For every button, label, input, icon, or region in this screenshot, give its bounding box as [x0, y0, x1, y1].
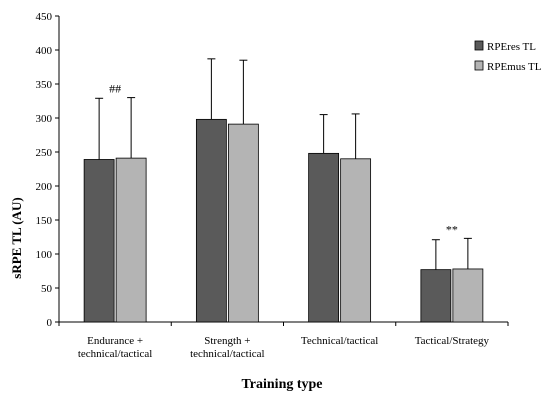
x-tick-label: Technical/tactical [301, 335, 378, 347]
legend: RPEres TL RPEmus TL [474, 40, 542, 73]
x-tick-label: technical/tactical [190, 348, 265, 360]
y-tick-label: 200 [36, 181, 53, 193]
x-tick-label: Tactical/Strategy [415, 335, 490, 347]
x-tick-label: Strength + [204, 335, 250, 347]
bar-rpeRes-3 [420, 269, 452, 323]
y-tick-label: 150 [36, 215, 53, 227]
labels: Endurance +technical/tactical##Strength … [78, 82, 490, 360]
bars [83, 58, 484, 323]
axes: 0 50 100 150 200 250 300 350 400 450 [36, 11, 509, 329]
x-axis-label: Training type [241, 377, 322, 392]
y-tick-label: 300 [36, 113, 53, 125]
significance-marker: ** [446, 222, 458, 236]
bar-rpeMus-3 [452, 268, 484, 323]
y-tick-label: 100 [36, 249, 53, 261]
bar-rpeRes-2 [308, 152, 340, 323]
y-tick-label: 50 [41, 283, 53, 295]
legend-swatch [474, 60, 484, 71]
x-tick-label: Endurance + [87, 335, 143, 347]
legend-label: RPEmus TL [487, 61, 542, 73]
legend-swatch [474, 40, 484, 51]
bar-rpeMus-1 [227, 123, 259, 323]
legend-label: RPEres TL [487, 41, 536, 53]
y-tick-label: 0 [47, 317, 53, 329]
y-tick-label: 400 [36, 45, 53, 57]
x-tick-label: technical/tactical [78, 348, 153, 360]
y-tick-label: 450 [36, 11, 53, 23]
bar-rpeMus-2 [340, 158, 372, 323]
y-axis-label: sRPE TL (AU) [9, 197, 24, 278]
y-tick-label: 250 [36, 147, 53, 159]
y-tick-label: 350 [36, 79, 53, 91]
bar-rpeMus-0 [115, 157, 147, 323]
significance-marker: ## [109, 82, 121, 96]
bar-rpeRes-0 [83, 159, 115, 323]
bar-rpeRes-1 [195, 118, 227, 323]
